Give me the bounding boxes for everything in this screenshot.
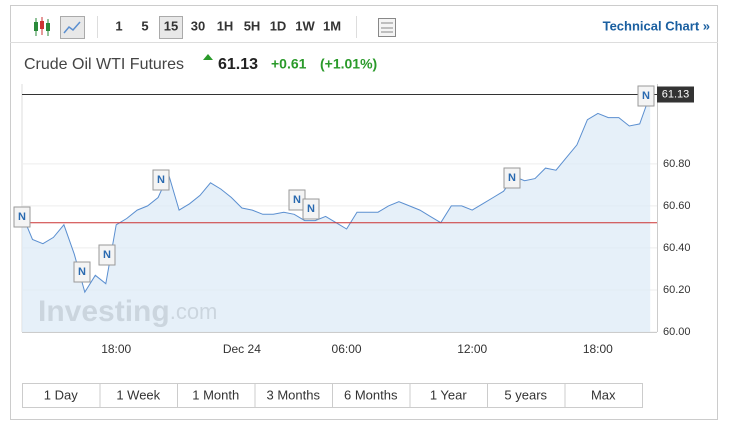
news-marker-label: N xyxy=(157,174,165,186)
interval-button[interactable]: 1W xyxy=(295,18,315,33)
range-button-label: 1 Month xyxy=(192,387,239,402)
technical-chart-link[interactable]: Technical Chart » xyxy=(603,18,710,33)
price-change: +0.61 xyxy=(271,56,307,72)
interval-button[interactable]: 30 xyxy=(191,18,205,33)
interval-button[interactable]: 1D xyxy=(270,18,287,33)
range-button[interactable] xyxy=(332,383,411,408)
last-price-box xyxy=(657,86,694,103)
x-tick-label: 18:00 xyxy=(583,342,613,356)
interval-button[interactable]: 5H xyxy=(244,18,261,33)
y-tick-label: 60.60 xyxy=(663,200,691,212)
line-icon[interactable] xyxy=(60,16,85,39)
line-icon-glyph xyxy=(63,21,81,34)
news-marker-label: N xyxy=(293,194,301,206)
x-tick-label: 06:00 xyxy=(332,342,362,356)
instrument-name: Crude Oil WTI Futures xyxy=(24,56,184,73)
range-button[interactable] xyxy=(487,383,566,408)
interval-button[interactable]: 15 xyxy=(164,18,178,33)
range-button-label: 1 Day xyxy=(44,387,78,402)
price-change-pct: (+1.01%) xyxy=(320,56,377,72)
range-button-label: 3 Months xyxy=(267,387,321,402)
news-marker-label: N xyxy=(642,90,650,102)
y-tick-label: 60.40 xyxy=(663,242,691,254)
range-button-label: 1 Year xyxy=(430,387,468,402)
news-marker[interactable] xyxy=(503,167,521,189)
news-marker[interactable] xyxy=(13,206,31,228)
news-marker-label: N xyxy=(508,172,516,184)
range-button[interactable] xyxy=(564,383,643,408)
y-tick-label: 60.20 xyxy=(663,284,691,296)
news-marker-label: N xyxy=(18,211,26,223)
x-tick-label: 12:00 xyxy=(457,342,487,356)
y-tick-label: 60.00 xyxy=(663,326,691,338)
interval-button[interactable]: 5 xyxy=(141,18,148,33)
news-marker[interactable] xyxy=(98,244,116,266)
news-marker-label: N xyxy=(78,266,86,278)
news-marker[interactable] xyxy=(73,261,91,283)
y-tick-label: 60.80 xyxy=(663,158,691,170)
area-fill xyxy=(22,94,651,332)
interval-button[interactable]: 1 xyxy=(115,18,122,33)
interval-button[interactable]: 1H xyxy=(217,18,234,33)
interval-button[interactable]: 1M xyxy=(323,18,341,33)
news-marker-label: N xyxy=(307,203,315,215)
news-marker-label: N xyxy=(103,249,111,261)
news-marker[interactable] xyxy=(637,85,655,107)
range-button-label: 1 Week xyxy=(116,387,160,402)
range-button-label: 6 Months xyxy=(344,387,398,402)
interval-selected xyxy=(159,16,183,39)
x-tick-label: Dec 24 xyxy=(223,342,261,356)
candle-icon[interactable] xyxy=(34,17,50,36)
x-tick-label: 18:00 xyxy=(101,342,131,356)
last-price: 61.13 xyxy=(218,56,258,73)
range-button-label: Max xyxy=(591,387,616,402)
news-marker[interactable] xyxy=(302,198,320,220)
news-marker[interactable] xyxy=(152,169,170,191)
range-button[interactable] xyxy=(254,383,333,408)
up-arrow xyxy=(203,54,213,60)
range-button[interactable] xyxy=(409,383,488,408)
last-price-label: 61.13 xyxy=(662,88,690,100)
range-button-label: 5 years xyxy=(504,387,547,402)
